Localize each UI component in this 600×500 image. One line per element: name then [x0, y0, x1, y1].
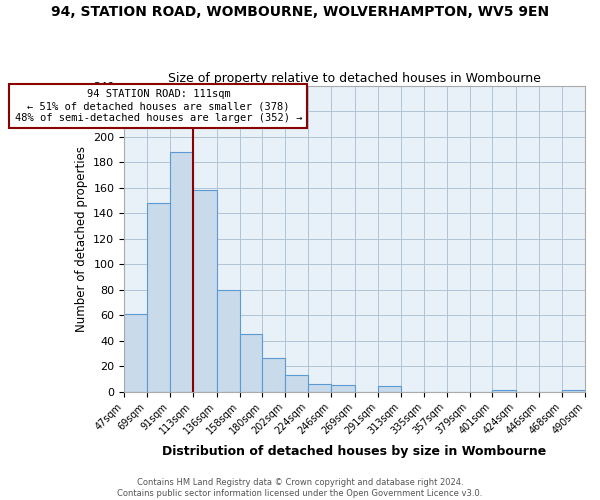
Bar — [124, 314, 147, 392]
X-axis label: Distribution of detached houses by size in Wombourne: Distribution of detached houses by size … — [163, 444, 547, 458]
Bar — [147, 203, 170, 392]
Text: 94, STATION ROAD, WOMBOURNE, WOLVERHAMPTON, WV5 9EN: 94, STATION ROAD, WOMBOURNE, WOLVERHAMPT… — [51, 5, 549, 19]
Bar — [331, 385, 355, 392]
Bar — [493, 390, 517, 392]
Bar — [262, 358, 286, 392]
Bar — [562, 390, 585, 392]
Bar — [286, 375, 308, 392]
Y-axis label: Number of detached properties: Number of detached properties — [74, 146, 88, 332]
Text: Contains HM Land Registry data © Crown copyright and database right 2024.
Contai: Contains HM Land Registry data © Crown c… — [118, 478, 482, 498]
Bar — [170, 152, 193, 392]
Bar — [308, 384, 331, 392]
Bar — [378, 386, 401, 392]
Bar — [239, 334, 262, 392]
Text: 94 STATION ROAD: 111sqm
← 51% of detached houses are smaller (378)
48% of semi-d: 94 STATION ROAD: 111sqm ← 51% of detache… — [14, 90, 302, 122]
Bar — [217, 290, 239, 392]
Bar — [193, 190, 217, 392]
Title: Size of property relative to detached houses in Wombourne: Size of property relative to detached ho… — [168, 72, 541, 85]
